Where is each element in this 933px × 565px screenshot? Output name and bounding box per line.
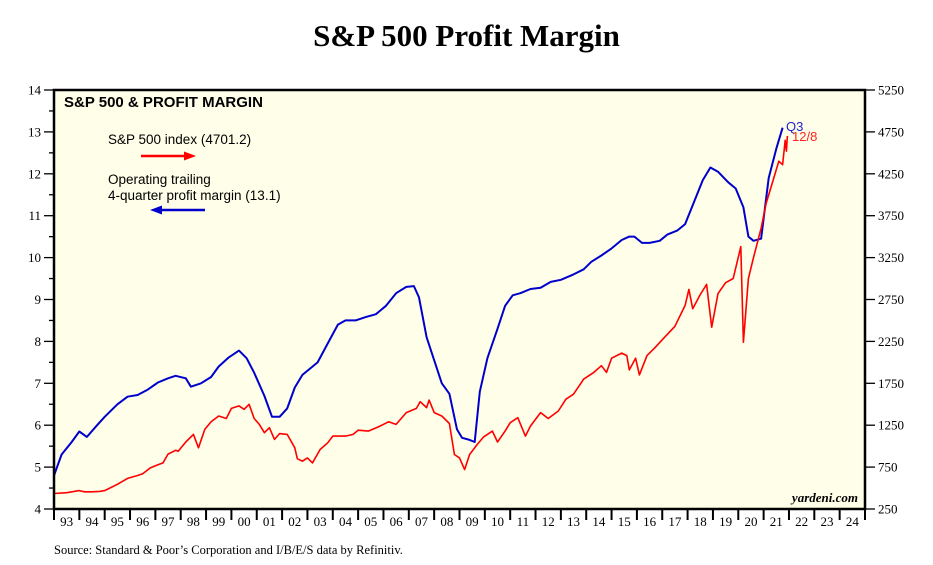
- right-tick-label: 750: [878, 460, 898, 475]
- plot-area: [54, 90, 865, 509]
- arrow-head: [150, 205, 162, 215]
- x-tick-label: 09: [466, 514, 479, 529]
- x-tick-label: 06: [390, 514, 404, 529]
- left-axis: 4 5 6 7 8 9 10 11 12 13 14: [28, 83, 54, 517]
- source-note: Source: Standard & Poor’s Corporation an…: [54, 543, 403, 557]
- right-tick-label: 250: [878, 502, 898, 517]
- x-tick-label: 10: [491, 514, 504, 529]
- left-tick-label: 6: [35, 418, 42, 433]
- arrow-head: [184, 151, 196, 161]
- left-tick-label: 8: [35, 334, 42, 349]
- left-tick-label: 13: [28, 124, 41, 139]
- x-tick-label: 99: [212, 514, 225, 529]
- chart-title: S&P 500 Profit Margin: [313, 18, 620, 53]
- x-tick-label: 20: [744, 514, 757, 529]
- watermark: yardeni.com: [790, 490, 858, 505]
- x-tick-label: 22: [795, 514, 808, 529]
- right-tick-label: 4250: [878, 166, 904, 181]
- legend-sp500-label: S&P 500 index (4701.2): [108, 132, 251, 147]
- x-tick-label: 03: [314, 514, 327, 529]
- x-tick-label: 00: [238, 514, 251, 529]
- x-tick-label: 04: [339, 514, 353, 529]
- plot-frame: [52, 88, 867, 511]
- x-tick-label: 11: [517, 514, 530, 529]
- left-tick-label: 4: [35, 502, 42, 517]
- x-tick-label: 24: [846, 514, 860, 529]
- right-tick-label: 2750: [878, 292, 904, 307]
- x-tick-label: 19: [719, 514, 732, 529]
- right-tick-label: 5250: [878, 83, 904, 98]
- right-tick-label: 4750: [878, 124, 904, 139]
- left-tick-label: 5: [35, 460, 42, 475]
- x-tick-label: 23: [820, 514, 833, 529]
- left-tick-label: 11: [28, 208, 41, 223]
- legend-margin-label-line2: 4-quarter profit margin (13.1): [108, 188, 281, 203]
- legend: S&P 500 index (4701.2) Operating trailin…: [108, 132, 281, 215]
- x-tick-label: 01: [263, 514, 276, 529]
- legend-sp500-arrow-icon: [141, 151, 196, 161]
- series-layer: [53, 127, 789, 495]
- x-tick-label: 94: [86, 514, 100, 529]
- x-tick-label: 07: [415, 514, 429, 529]
- left-tick-label: 9: [35, 292, 42, 307]
- x-tick-label: 02: [288, 514, 301, 529]
- left-tick-label: 10: [28, 250, 41, 265]
- annotation-date: 12/8: [792, 129, 817, 144]
- right-tick-label: 3250: [878, 250, 904, 265]
- inner-title: S&P 500 & PROFIT MARGIN: [64, 94, 263, 111]
- x-tick-label: 05: [364, 514, 377, 529]
- x-tick-label: 97: [162, 514, 176, 529]
- right-tick-label: 3750: [878, 208, 904, 223]
- left-tick-label: 7: [35, 376, 42, 391]
- x-tick-label: 16: [643, 514, 657, 529]
- x-tick-label: 93: [60, 514, 73, 529]
- x-axis: 93 94 95 96 97 98 99 00 01 02 03 04 05 06 07 08 09 10 11 12…: [53, 509, 866, 529]
- right-axis: 250 750 1250 1750 2250 2750 3250 3750 4250 4750 52…: [865, 83, 904, 517]
- x-tick-label: 13: [567, 514, 580, 529]
- x-tick-label: 21: [770, 514, 783, 529]
- x-tick-label: 18: [694, 514, 707, 529]
- x-tick-label: 12: [542, 514, 555, 529]
- legend-margin-label-line1: Operating trailing: [108, 172, 211, 187]
- annotation-q3: Q3: [786, 119, 803, 134]
- left-tick-label: 14: [28, 83, 42, 98]
- right-tick-label: 1250: [878, 418, 904, 433]
- x-tick-label: 08: [440, 514, 453, 529]
- x-tick-label: 17: [668, 514, 682, 529]
- x-tick-label: 98: [187, 514, 200, 529]
- x-tick-label: 15: [618, 514, 631, 529]
- x-tick-label: 96: [136, 514, 150, 529]
- legend-margin-arrow-icon: [150, 205, 205, 215]
- left-tick-label: 12: [28, 166, 41, 181]
- right-tick-label: 2250: [878, 334, 904, 349]
- x-tick-label: 95: [111, 514, 124, 529]
- x-tick-label: 14: [592, 514, 606, 529]
- right-tick-label: 1750: [878, 376, 904, 391]
